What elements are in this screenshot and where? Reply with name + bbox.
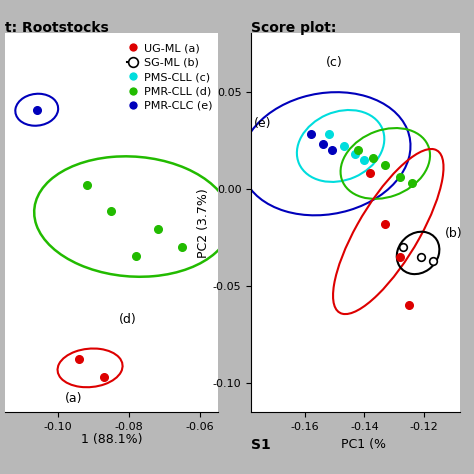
Text: (a): (a) (65, 392, 82, 405)
Y-axis label: PC2 (3.7%): PC2 (3.7%) (197, 188, 210, 258)
Text: t: Rootstocks: t: Rootstocks (5, 21, 109, 36)
X-axis label: 1 (88.1%): 1 (88.1%) (81, 434, 142, 447)
Text: (e): (e) (254, 117, 272, 129)
Text: (d): (d) (118, 313, 136, 327)
Text: (c): (c) (326, 56, 342, 69)
Text: Score plot:: Score plot: (251, 21, 337, 36)
Text: PC1 (%: PC1 (% (341, 438, 386, 451)
Text: S1: S1 (251, 438, 271, 453)
Text: (b): (b) (445, 228, 463, 240)
Legend: UG-ML (a), SG-ML (b), PMS-CLL (c), PMR-CLL (d), PMR-CLC (e): UG-ML (a), SG-ML (b), PMS-CLL (c), PMR-C… (123, 39, 217, 115)
